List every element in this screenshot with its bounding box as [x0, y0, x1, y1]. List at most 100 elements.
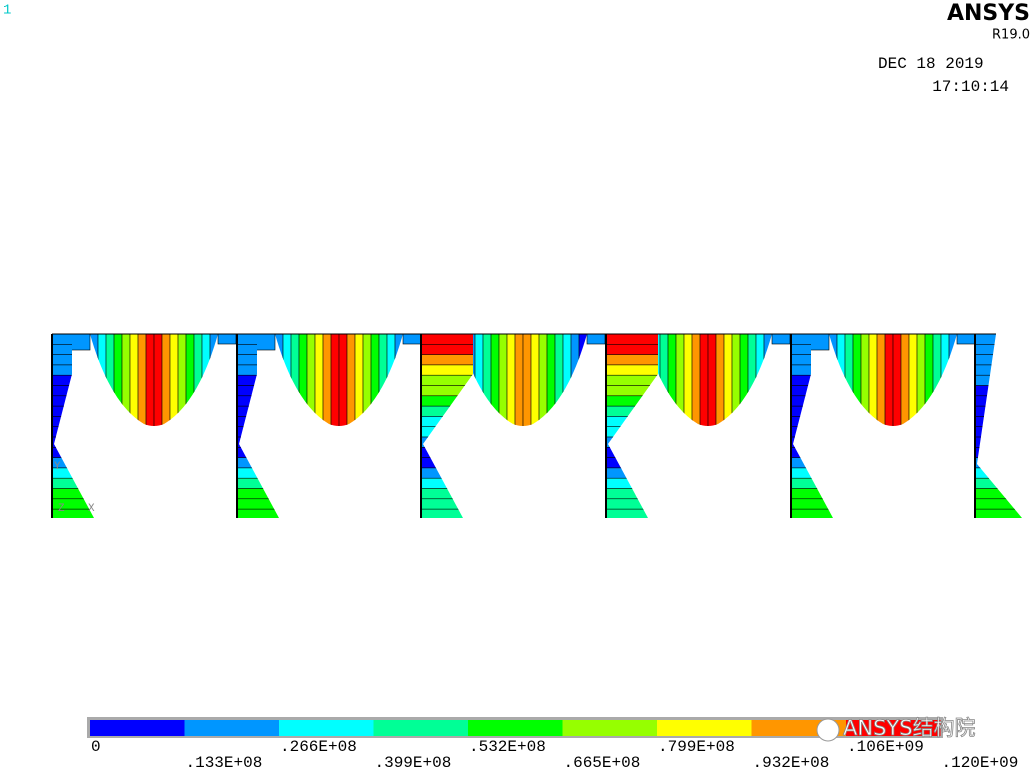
arch-stripe [868, 334, 878, 426]
arch [829, 334, 957, 426]
wedge-stripe [791, 477, 833, 490]
wedge-stripe [421, 426, 473, 438]
time: 17:10:14 [932, 78, 1009, 96]
wedge [606, 334, 658, 518]
legend-label: 0 [91, 738, 101, 756]
wedge-stripe [421, 374, 473, 387]
arch-stripe [578, 334, 587, 426]
arch-stripe [145, 334, 155, 426]
watermark-text: ANSYS结构院 [843, 716, 976, 740]
arch-stripe [530, 334, 540, 426]
wedge-stripe [791, 508, 833, 518]
wedge-stripe [52, 416, 94, 428]
arch-stripe [554, 334, 564, 426]
edge-band [402, 333, 422, 345]
arch-stripe [161, 334, 171, 426]
arch-stripe [860, 334, 870, 426]
wedge-stripe [606, 343, 658, 356]
wedge-stripe [975, 385, 1022, 397]
wedge-stripe [791, 395, 833, 407]
wedge-stripe [791, 426, 833, 438]
wedge-stripe [791, 446, 833, 459]
date: DEC 18 2019 [878, 55, 984, 73]
arch-stripe [306, 334, 316, 426]
arch-stripe [522, 334, 532, 426]
wedge-stripe [791, 498, 833, 510]
arch-stripe [113, 334, 123, 426]
arch-stripe [490, 334, 500, 426]
wedge-stripe [52, 426, 94, 438]
wedge-stripe [791, 416, 833, 428]
arch-stripe [290, 334, 300, 426]
arch-stripe [386, 334, 396, 426]
wedge-stripe [421, 385, 473, 397]
arch-stripe [852, 334, 862, 426]
wedge-stripe [52, 436, 94, 448]
wedge-stripe [606, 385, 658, 397]
edge-band [217, 333, 237, 345]
arch-stripe [506, 334, 516, 426]
wedge-stripe [606, 395, 658, 407]
wedge-stripe [606, 405, 658, 417]
legend-swatch [184, 720, 279, 736]
arch-stripe [193, 334, 203, 426]
legend-label: .799E+08 [658, 738, 735, 756]
legend-label: .532E+08 [469, 738, 546, 756]
arch-stripe [570, 334, 580, 426]
arch-stripe [330, 334, 340, 426]
wedge-stripe [421, 467, 473, 479]
wedge-stripe [606, 364, 658, 376]
arch-stripe [892, 334, 902, 426]
triad-y: Y [54, 461, 61, 473]
legend-swatch [562, 720, 657, 736]
legend-label: .266E+08 [280, 738, 357, 756]
arch-stripe [924, 334, 934, 426]
arch-stripe [948, 334, 957, 426]
edge-band [956, 333, 976, 345]
wedge-stripe [52, 395, 94, 407]
arch [90, 334, 218, 426]
wedge [421, 334, 473, 518]
legend-label: .133E+08 [186, 754, 263, 772]
wedge-stripe [421, 457, 473, 469]
wedge-stripe [975, 508, 1022, 518]
arch-stripe [829, 334, 838, 426]
wedge [975, 334, 1022, 518]
wedge-stripe [421, 334, 473, 345]
wedge-stripe [975, 426, 1022, 438]
wedge-stripe [52, 385, 94, 397]
window-number: 1 [3, 3, 11, 19]
wedge-stripe [237, 488, 279, 500]
arch-stripe [538, 334, 548, 426]
arch-stripe [322, 334, 332, 426]
arch [644, 334, 772, 426]
wedge-stripe [237, 477, 279, 490]
wedge-stripe [421, 508, 473, 518]
wedge-stripe [52, 446, 94, 459]
arch [459, 334, 587, 426]
arch-stripe [169, 334, 179, 426]
wedge-stripe [421, 488, 473, 500]
arch-stripe [755, 334, 765, 426]
legend-swatch [657, 720, 752, 736]
wedge-stripe [421, 436, 473, 448]
arch-stripe [546, 334, 556, 426]
wedge-stripe [606, 467, 658, 479]
legend-swatch [90, 720, 185, 736]
arch-stripe [298, 334, 308, 426]
legend-label: .399E+08 [375, 754, 452, 772]
wedge-stripe [421, 416, 473, 428]
legend-label: .665E+08 [564, 754, 641, 772]
wedge-stripe [52, 477, 94, 490]
arch-stripe [940, 334, 950, 426]
arch-stripe [836, 334, 846, 426]
arch-stripe [394, 334, 403, 426]
arch-stripe [707, 334, 717, 426]
wedge-stripe [606, 426, 658, 438]
arch-stripe [876, 334, 886, 426]
wedge-stripe [421, 364, 473, 376]
wedge-stripe [606, 457, 658, 469]
arch-stripe [691, 334, 701, 426]
arch-stripe [908, 334, 918, 426]
